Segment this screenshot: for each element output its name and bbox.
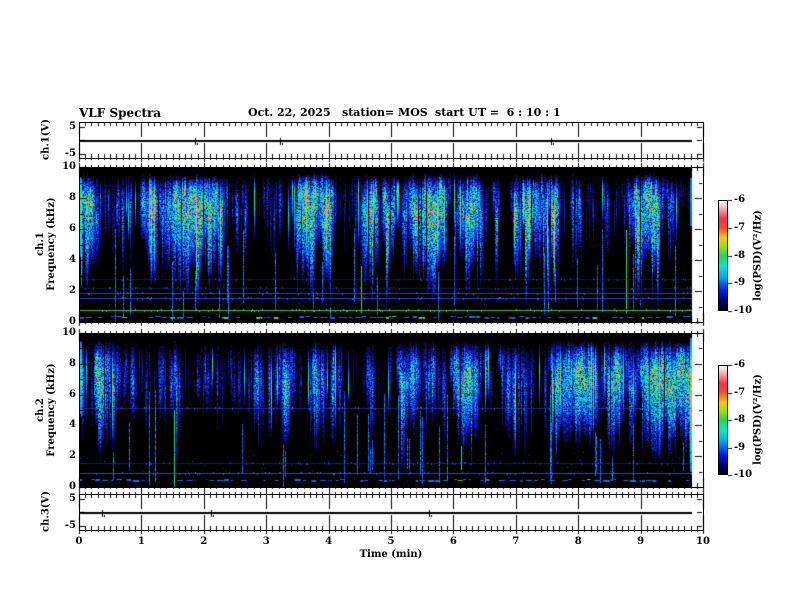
frequency-tick-label: 10 xyxy=(62,327,76,338)
colorbar-tick-label: -10 xyxy=(734,305,753,316)
frequency-tick-label: 4 xyxy=(69,419,76,431)
voltage-y-tick-label: 5 xyxy=(69,492,76,504)
frequency-tick-label: 6 xyxy=(69,223,76,234)
voltage-y-tick-label: 5 xyxy=(69,120,76,132)
figure-date: Oct. 22, 2025 xyxy=(248,106,331,119)
x-tick-label: 7 xyxy=(512,536,520,547)
frequency-tick-label: 0 xyxy=(69,481,76,492)
colorbar-tick-label: -8 xyxy=(734,414,746,425)
colorbar-tick-label: -10 xyxy=(734,469,753,480)
colorbar-tick-label: -7 xyxy=(734,386,746,398)
x-tick-label: 4 xyxy=(325,536,333,547)
ch3-voltage-trace xyxy=(80,495,694,530)
x-tick-label: 9 xyxy=(637,536,645,547)
ch1-spectrogram-panel xyxy=(79,167,704,323)
x-tick-label: 8 xyxy=(574,536,582,547)
station-label: station= MOS xyxy=(342,106,428,119)
x-axis-title: Time (min) xyxy=(359,549,423,560)
frequency-tick-label: 2 xyxy=(69,450,76,462)
x-tick-label: 2 xyxy=(200,536,208,547)
x-tick-label: 10 xyxy=(696,536,710,547)
frequency-tick-label: 8 xyxy=(69,192,76,203)
voltage-y-tick-label: -5 xyxy=(64,147,76,159)
colorbar-tick-label: -9 xyxy=(734,441,746,453)
x-tick-label: 3 xyxy=(262,536,270,547)
ch2-spectrogram-panel xyxy=(79,333,704,488)
frequency-tick-label: 4 xyxy=(69,254,76,265)
colorbar-tick-label: -6 xyxy=(734,359,746,370)
x-tick-label: 6 xyxy=(449,536,457,547)
x-tick-label: 5 xyxy=(387,536,395,547)
frequency-tick-label: 10 xyxy=(62,161,76,172)
ch1-spectrogram-image xyxy=(80,168,694,322)
ch1-voltage-ylabel: ch.1(V) xyxy=(40,118,52,161)
ch1-voltage-trace xyxy=(80,123,694,158)
frequency-tick-label: 8 xyxy=(69,357,76,369)
ch2-spectrogram-image xyxy=(80,334,694,487)
ch1-voltage-panel xyxy=(79,122,704,159)
colorbar-tick-label: -7 xyxy=(734,221,746,233)
colorbar-ch1 xyxy=(718,200,728,311)
x-tick-label: 1 xyxy=(137,536,145,547)
colorbar-ch2 xyxy=(718,365,728,475)
x-tick-label: 0 xyxy=(75,536,83,547)
colorbar-tick-label: -9 xyxy=(734,277,746,289)
frequency-tick-label: 6 xyxy=(69,388,76,400)
voltage-y-tick-label: -5 xyxy=(64,519,76,531)
figure-title: VLF Spectra xyxy=(79,106,162,120)
ch3-voltage-ylabel: ch.3(V) xyxy=(40,490,52,533)
frequency-tick-label: 2 xyxy=(69,285,76,296)
colorbar-tick-label: -6 xyxy=(734,194,746,205)
start-ut-label: start UT = 6 : 10 : 1 xyxy=(435,106,561,119)
ch3-voltage-panel xyxy=(79,494,704,531)
colorbar-tick-label: -8 xyxy=(734,249,746,261)
